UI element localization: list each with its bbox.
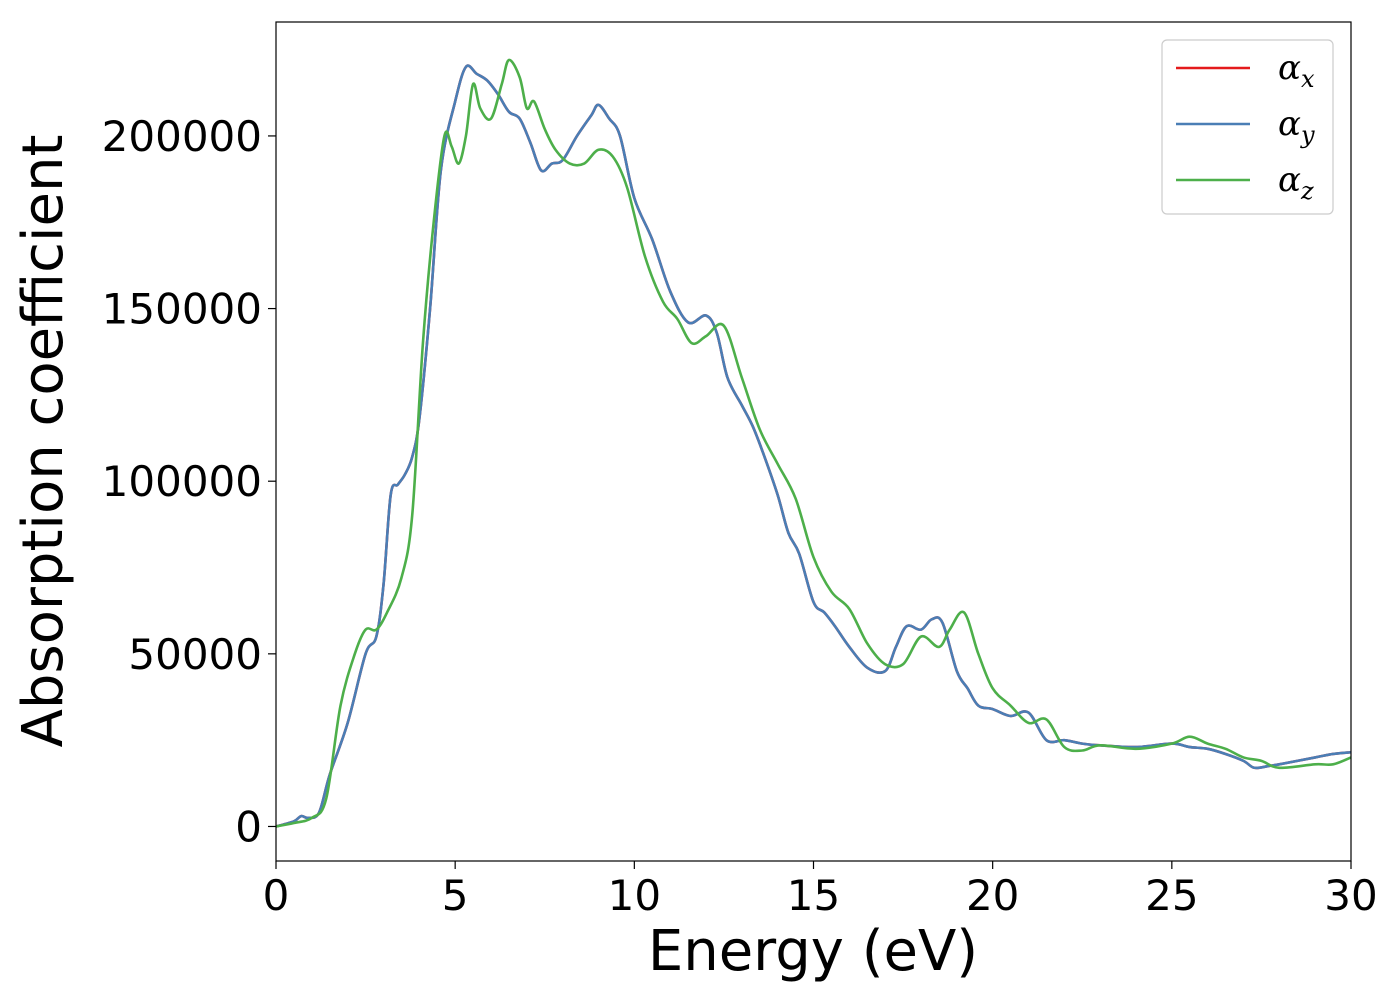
series-line-alpha-y (275, 64, 1352, 828)
x-ticks: 0 5 10 15 20 25 30 (263, 861, 1378, 920)
legend-label-alpha-y: αy (1278, 104, 1315, 149)
y-tick-label: 50000 (128, 630, 262, 679)
y-tick-label: 0 (235, 802, 262, 851)
x-tick-label: 25 (1145, 871, 1198, 920)
y-tick-label: 150000 (102, 285, 262, 334)
x-tick-label: 5 (442, 871, 469, 920)
series-line-alpha-z (275, 58, 1352, 828)
legend-box (1161, 39, 1334, 215)
y-ticks: 0 50000 100000 150000 200000 (102, 112, 276, 851)
legend-label-alpha-x: αx (1278, 48, 1315, 93)
y-tick-label: 100000 (102, 457, 262, 506)
y-axis-label: Absorption coefficient (11, 135, 76, 748)
x-axis-label: Energy (eV) (648, 919, 978, 984)
x-tick-label: 30 (1324, 871, 1377, 920)
x-tick-label: 15 (787, 871, 840, 920)
x-tick-label: 0 (263, 871, 290, 920)
legend-label-alpha-z: αz (1278, 160, 1314, 205)
series-layer (275, 58, 1352, 828)
legend: αx αy αz (1161, 39, 1334, 215)
x-tick-label: 20 (966, 871, 1019, 920)
y-tick-label: 200000 (102, 112, 262, 161)
x-tick-label: 10 (608, 871, 661, 920)
legend-items: αx αy αz (1176, 48, 1315, 205)
